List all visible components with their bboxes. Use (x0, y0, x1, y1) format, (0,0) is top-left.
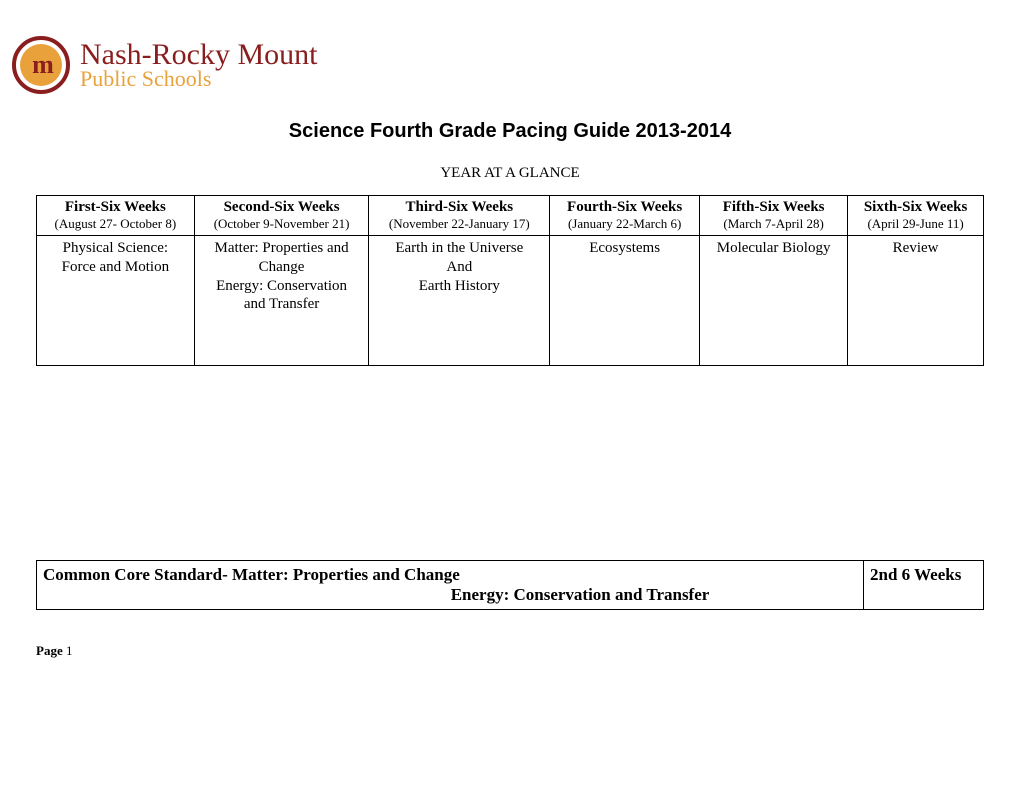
standard-cell: Common Core Standard- Matter: Properties… (37, 561, 864, 610)
col-dates: (January 22-March 6) (554, 216, 695, 232)
table-cell: Matter: Properties andChangeEnergy: Cons… (194, 236, 369, 366)
col-title: Third-Six Weeks (373, 199, 545, 216)
page-num-value: 1 (66, 643, 73, 658)
col-header: Second-Six Weeks (October 9-November 21) (194, 196, 369, 236)
logo-text: Nash-Rocky Mount Public Schools (80, 40, 317, 90)
table-cell: Ecosystems (550, 236, 700, 366)
page-number: Page 1 (36, 643, 72, 659)
col-header: Fourth-Six Weeks (January 22-March 6) (550, 196, 700, 236)
table-row: Common Core Standard- Matter: Properties… (37, 561, 984, 610)
page-label: Page (36, 643, 66, 658)
col-header: Sixth-Six Weeks (April 29-June 11) (848, 196, 984, 236)
col-header: Fifth-Six Weeks (March 7-April 28) (700, 196, 848, 236)
table-cell: Physical Science:Force and Motion (37, 236, 195, 366)
col-dates: (October 9-November 21) (199, 216, 365, 232)
standard-line2: Energy: Conservation and Transfer (43, 585, 857, 605)
page-subtitle: YEAR AT A GLANCE (0, 165, 1020, 182)
standard-table: Common Core Standard- Matter: Properties… (36, 560, 984, 610)
standard-line1: Common Core Standard- Matter: Properties… (43, 565, 460, 584)
col-header: First-Six Weeks (August 27- October 8) (37, 196, 195, 236)
col-dates: (March 7-April 28) (704, 216, 843, 232)
year-at-glance-table: First-Six Weeks (August 27- October 8) S… (36, 195, 984, 366)
col-title: Fourth-Six Weeks (554, 199, 695, 216)
col-title: Fifth-Six Weeks (704, 199, 843, 216)
col-dates: (April 29-June 11) (852, 216, 979, 232)
col-title: Second-Six Weeks (199, 199, 365, 216)
logo-monogram: m (20, 44, 62, 86)
logo-circle-icon: m (12, 36, 70, 94)
col-title: Sixth-Six Weeks (852, 199, 979, 216)
table-header-row: First-Six Weeks (August 27- October 8) S… (37, 196, 984, 236)
col-title: First-Six Weeks (41, 199, 190, 216)
table-content-row: Physical Science:Force and Motion Matter… (37, 236, 984, 366)
table-cell: Molecular Biology (700, 236, 848, 366)
logo-subtitle: Public Schools (80, 68, 317, 90)
page-title: Science Fourth Grade Pacing Guide 2013-2… (0, 120, 1020, 143)
col-dates: (November 22-January 17) (373, 216, 545, 232)
col-header: Third-Six Weeks (November 22-January 17) (369, 196, 550, 236)
table-cell: Review (848, 236, 984, 366)
col-dates: (August 27- October 8) (41, 216, 190, 232)
logo: m Nash-Rocky Mount Public Schools (12, 36, 317, 94)
standard-period-cell: 2nd 6 Weeks (864, 561, 984, 610)
table-cell: Earth in the UniverseAndEarth History (369, 236, 550, 366)
